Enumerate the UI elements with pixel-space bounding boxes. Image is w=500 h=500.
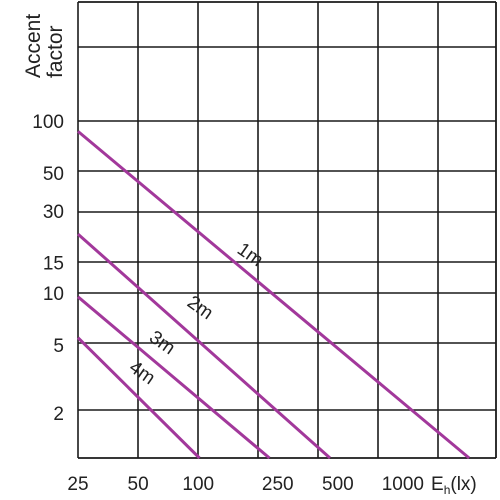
y-tick-label: 2 (53, 404, 64, 425)
y-tick-label: 30 (43, 202, 64, 223)
y-axis-title-line1: Accent (22, 14, 45, 78)
x-axis-unit-main: E (431, 474, 444, 495)
x-tick-label: 100 (182, 474, 214, 495)
x-tick-label: 500 (322, 474, 354, 495)
y-tick-label: 15 (43, 254, 64, 275)
x-axis-unit-subscript: h (444, 483, 451, 497)
series-line-4m (76, 336, 201, 460)
chart-grid (77, 1, 497, 459)
series-label-3m: 3m (145, 327, 179, 359)
x-tick-label: 50 (128, 474, 149, 495)
y-tick-label: 50 (43, 164, 64, 185)
y-tick-label: 100 (32, 112, 64, 133)
x-tick-label: 25 (67, 474, 88, 495)
series-line-3m (77, 295, 271, 460)
series-lines (76, 130, 471, 460)
x-axis-unit: Eh(lx) (431, 474, 477, 497)
y-tick-label: 10 (43, 284, 64, 305)
chart-labels: Accent factor Eh(lx) 1m2m3m4m10050301510… (22, 14, 477, 497)
series-line-2m (77, 232, 331, 460)
x-tick-label: 250 (262, 474, 294, 495)
x-axis-unit-rest: (lx) (450, 474, 476, 495)
x-tick-label: 1000 (382, 474, 424, 495)
y-axis-title-line2: factor (44, 25, 67, 78)
series-line-1m (77, 130, 471, 460)
y-tick-label: 5 (53, 336, 64, 357)
series-label-2m: 2m (183, 292, 217, 324)
